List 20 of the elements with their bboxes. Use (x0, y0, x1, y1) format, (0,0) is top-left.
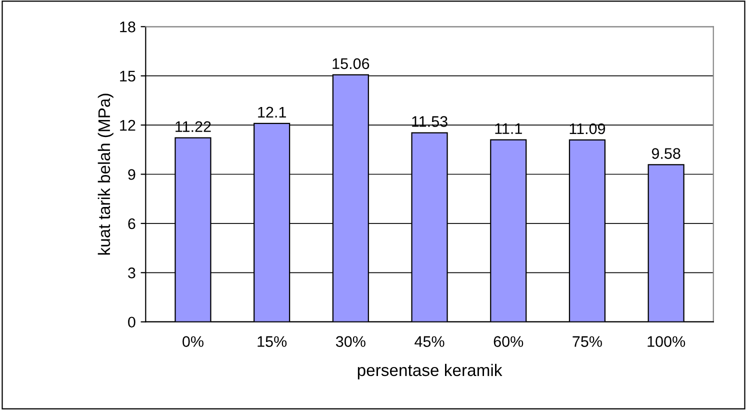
y-tick-label: 9 (128, 169, 136, 180)
y-tick-label: 6 (128, 218, 136, 230)
x-axis-title: persentase keramik (358, 364, 502, 380)
x-tick-label: 75% (572, 336, 602, 347)
x-tick-label: 0% (182, 336, 204, 347)
x-tick-label: 30% (336, 336, 366, 347)
x-tick-label: 60% (494, 336, 524, 347)
x-tick-label: 15% (258, 336, 287, 347)
data-label: 12.1 (258, 106, 286, 118)
data-label: 11.53 (412, 116, 448, 127)
data-label: 9.58 (652, 148, 680, 159)
data-label: 15.06 (332, 58, 370, 70)
x-tick-label: 100% (648, 336, 686, 347)
y-tick-label: 0 (128, 316, 136, 328)
y-axis-title: kuat tarik belah (MPa) (98, 94, 114, 255)
y-tick-label: 3 (128, 268, 136, 278)
x-tick-label: 45% (414, 336, 444, 347)
y-tick-label: 18 (120, 22, 136, 32)
y-tick-label: 12 (120, 120, 136, 131)
y-tick-label: 15 (120, 70, 136, 82)
